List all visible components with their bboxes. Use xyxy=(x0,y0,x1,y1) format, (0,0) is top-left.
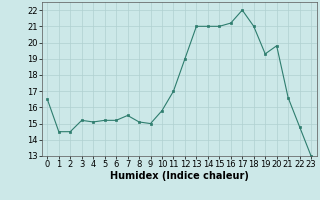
X-axis label: Humidex (Indice chaleur): Humidex (Indice chaleur) xyxy=(110,171,249,181)
